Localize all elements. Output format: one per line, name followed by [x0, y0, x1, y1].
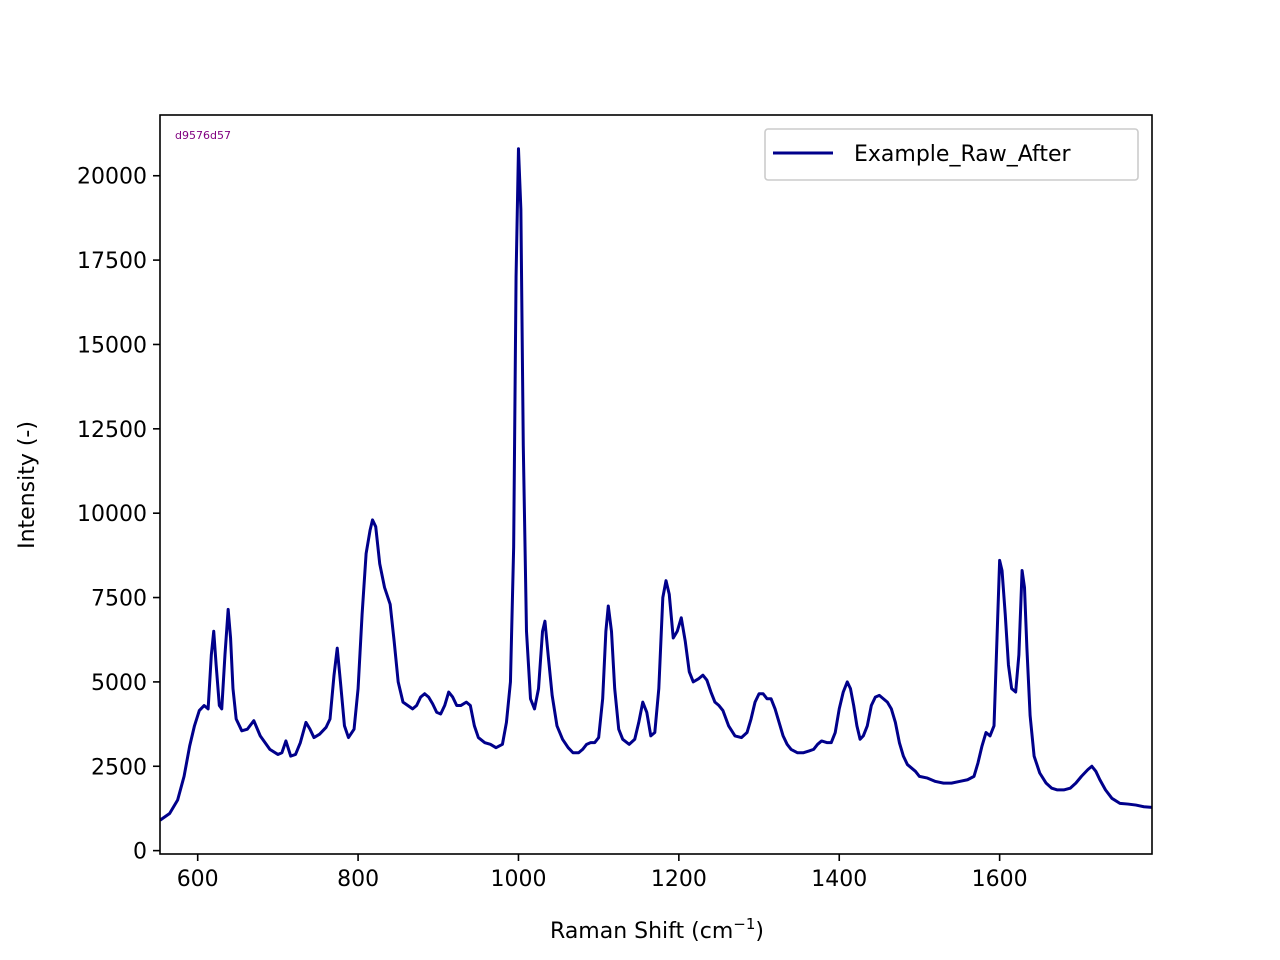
- y-tick-label: 0: [133, 840, 147, 865]
- annotation-tag: d9576d57: [175, 129, 231, 142]
- x-tick-label: 800: [337, 867, 379, 892]
- series-line-0: [160, 147, 1152, 822]
- y-tick-label: 20000: [77, 165, 147, 190]
- y-axis-label: Intensity (-): [15, 421, 40, 549]
- y-tick-label: 15000: [77, 333, 147, 358]
- y-tick-label: 12500: [77, 418, 147, 443]
- y-tick-label: 10000: [77, 502, 147, 527]
- plot-area: [159, 114, 1153, 855]
- legend-box: [764, 128, 1139, 181]
- legend-label: Example_Raw_After: [854, 142, 1072, 167]
- x-tick-label: 1200: [651, 867, 707, 892]
- y-axis: 0 2500 5000 7500 10000 12500 15000 17500 20000: [77, 165, 160, 865]
- y-tick-label: 5000: [91, 671, 147, 696]
- series-layer: [160, 147, 1152, 822]
- x-axis-label-text: Raman Shift (cm: [550, 919, 733, 944]
- x-axis-label-close: ): [755, 919, 764, 944]
- legend: Example_Raw_After: [764, 128, 1139, 181]
- x-axis-label: Raman Shift (cm−1): [550, 915, 764, 944]
- y-tick-label: 17500: [77, 249, 147, 274]
- x-tick-label: 1000: [490, 867, 546, 892]
- y-tick-label: 2500: [91, 755, 147, 780]
- plot-frame: [159, 114, 1153, 855]
- x-axis-label-superscript: −1: [733, 915, 755, 933]
- y-tick-label: 7500: [91, 587, 147, 612]
- x-axis: 600 800 1000 1200 1400 1600: [177, 854, 1028, 892]
- x-tick-label: 1600: [972, 867, 1028, 892]
- x-tick-label: 600: [177, 867, 219, 892]
- x-tick-label: 1400: [811, 867, 867, 892]
